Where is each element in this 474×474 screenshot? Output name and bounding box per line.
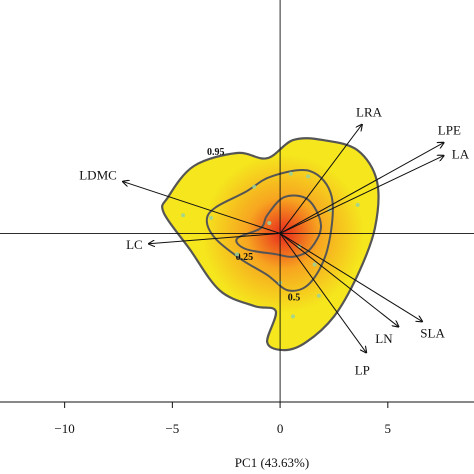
loading-label-lc: LC [126,237,143,252]
loading-label-lp: LP [355,363,370,378]
points-layer [181,171,360,319]
loading-arrow-lra [279,125,362,234]
loading-arrow-lpe [279,143,444,234]
x-tick-label: −5 [165,421,179,436]
data-point [288,171,293,176]
density-fill [162,138,379,351]
x-tick-label: 5 [385,421,392,436]
data-point [209,215,214,220]
contour-line-0-25 [235,194,323,258]
contour-label-0-95: 0.95 [207,147,225,158]
loading-label-lra: LRA [356,105,383,120]
x-tick-label: 0 [277,421,284,436]
x-axis-title: PC1 (43.63%) [235,455,309,470]
data-point [252,184,257,189]
loading-arrow-ln [279,233,399,326]
loading-label-sla: SLA [420,326,445,341]
data-point [291,314,295,319]
loading-arrows: LRA LPE LA LDMC LC SLA LN LP [79,105,470,378]
data-point [267,221,272,225]
loading-label-ldmc: LDMC [79,168,117,183]
reference-lines [0,0,474,402]
loading-label-lpe: LPE [438,123,461,138]
data-point [316,293,321,298]
contour-line-0-95 [161,137,380,352]
data-point [181,213,186,218]
loading-arrow-la [279,156,444,234]
contour-label-0-25: 0.25 [236,252,254,263]
loading-label-ln: LN [375,331,393,346]
contour-label-0-5: 0.5 [288,293,301,304]
loading-arrow-lc [149,232,281,243]
density-layer [162,138,379,351]
data-point [235,252,239,257]
loading-arrow-ldmc [123,182,281,234]
data-point [312,262,317,267]
loading-arrow-sla [279,232,422,321]
data-point [355,202,360,207]
loading-label-la: LA [452,147,470,162]
loading-arrow-lp [279,233,366,352]
data-point [306,174,311,179]
x-tick-label: −10 [54,421,74,436]
x-axis: −10 −5 0 5 [0,401,474,436]
